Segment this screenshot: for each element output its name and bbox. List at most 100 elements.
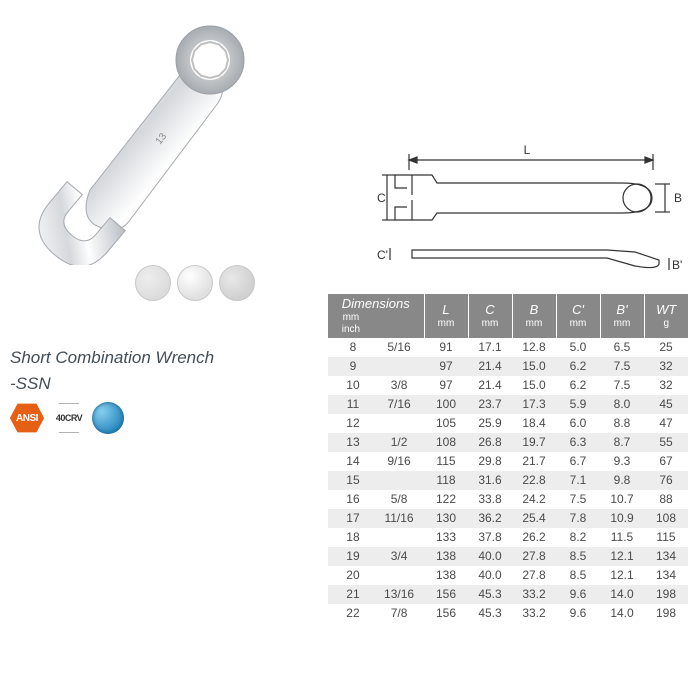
table-row: 1210525.918.46.08.847 <box>328 414 688 433</box>
table-row: 131/210826.819.76.38.755 <box>328 433 688 452</box>
table-row: 117/1610023.717.35.98.045 <box>328 395 688 414</box>
cell-L: 156 <box>424 604 468 623</box>
cell-inch: 3/8 <box>376 378 422 392</box>
table-row: 193/413840.027.88.512.1134 <box>328 547 688 566</box>
diagram-label-B: B <box>674 191 682 205</box>
cell-L: 108 <box>424 433 468 452</box>
th-Bp-unit: mm <box>601 318 644 330</box>
table-row: 1711/1613036.225.47.810.9108 <box>328 509 688 528</box>
cell-WT: 47 <box>644 414 688 433</box>
cell-Cp: 7.8 <box>556 509 600 528</box>
table-row: 1511831.622.87.19.876 <box>328 471 688 490</box>
cell-B: 27.8 <box>512 547 556 566</box>
cell-L: 122 <box>424 490 468 509</box>
cell-mm: 12 <box>330 416 376 430</box>
cell-Bp: 11.5 <box>600 528 644 547</box>
cell-B: 21.7 <box>512 452 556 471</box>
cell-C: 40.0 <box>468 566 512 585</box>
th-C: C <box>469 302 512 318</box>
cell-L: 138 <box>424 547 468 566</box>
cell-Bp: 14.0 <box>600 604 644 623</box>
cell-WT: 115 <box>644 528 688 547</box>
cell-mm: 8 <box>330 340 376 354</box>
th-dim-inch: inch <box>328 324 374 336</box>
cell-Cp: 8.2 <box>556 528 600 547</box>
cell-mm: 22 <box>330 606 376 620</box>
cell-inch: 7/16 <box>376 397 422 411</box>
cell-mm: 13 <box>330 435 376 449</box>
th-WT-unit: g <box>645 318 689 330</box>
cell-B: 25.4 <box>512 509 556 528</box>
th-Cp-unit: mm <box>557 318 600 330</box>
cell-C: 45.3 <box>468 585 512 604</box>
cell-inch: 7/8 <box>376 606 422 620</box>
table-row: 99721.415.06.27.532 <box>328 357 688 376</box>
cell-Cp: 6.2 <box>556 357 600 376</box>
cell-mm: 15 <box>330 473 376 487</box>
cell-B: 33.2 <box>512 585 556 604</box>
table-body: 85/169117.112.85.06.52599721.415.06.27.5… <box>328 338 688 623</box>
cell-B: 24.2 <box>512 490 556 509</box>
cell-L: 156 <box>424 585 468 604</box>
table-row: 2013840.027.88.512.1134 <box>328 566 688 585</box>
cell-Bp: 9.3 <box>600 452 644 471</box>
globe-badge-icon <box>92 402 124 434</box>
th-Cp: C' <box>557 302 600 318</box>
product-photo: 13 <box>20 5 280 265</box>
cell-Cp: 6.0 <box>556 414 600 433</box>
cell-C: 36.2 <box>468 509 512 528</box>
cell-C: 26.8 <box>468 433 512 452</box>
cell-Bp: 6.5 <box>600 338 644 357</box>
table-row: 227/815645.333.29.614.0198 <box>328 604 688 623</box>
cell-mm: 20 <box>330 568 376 582</box>
swatch-polish-icon <box>177 265 213 301</box>
cell-mm: 17 <box>330 511 376 525</box>
cell-Cp: 8.5 <box>556 566 600 585</box>
cell-inch: 11/16 <box>376 511 422 525</box>
cell-L: 130 <box>424 509 468 528</box>
cell-L: 97 <box>424 357 468 376</box>
th-WT: WT <box>645 302 689 318</box>
finish-swatches <box>135 265 255 301</box>
cell-Bp: 12.1 <box>600 566 644 585</box>
cell-inch: 1/2 <box>376 435 422 449</box>
cell-Bp: 10.9 <box>600 509 644 528</box>
cell-Cp: 8.5 <box>556 547 600 566</box>
cell-L: 115 <box>424 452 468 471</box>
table-row: 85/169117.112.85.06.525 <box>328 338 688 357</box>
cell-C: 17.1 <box>468 338 512 357</box>
cell-WT: 134 <box>644 547 688 566</box>
spec-table: Dimensions mminch Lmm Cmm Bmm C'mm B'mm … <box>328 294 688 623</box>
cell-mm: 21 <box>330 587 376 601</box>
cell-C: 37.8 <box>468 528 512 547</box>
cell-mm: 10 <box>330 378 376 392</box>
cell-B: 12.8 <box>512 338 556 357</box>
table-row: 103/89721.415.06.27.532 <box>328 376 688 395</box>
cell-Cp: 7.5 <box>556 490 600 509</box>
cell-Cp: 5.9 <box>556 395 600 414</box>
cell-WT: 67 <box>644 452 688 471</box>
dimension-diagram: L B C C' B' <box>377 140 682 285</box>
cell-L: 105 <box>424 414 468 433</box>
table-row: 2113/1615645.333.29.614.0198 <box>328 585 688 604</box>
cert-badges: ANSI 40CRV <box>8 402 124 434</box>
product-spec-page: 13 Short Combination Wrench -SSN ANSI 40… <box>0 0 700 682</box>
th-Bp: B' <box>601 302 644 318</box>
cell-L: 138 <box>424 566 468 585</box>
diagram-label-L: L <box>524 143 531 157</box>
product-title: Short Combination Wrench -SSN <box>10 345 270 398</box>
cell-WT: 32 <box>644 376 688 395</box>
cell-mm: 18 <box>330 530 376 544</box>
cell-Cp: 6.2 <box>556 376 600 395</box>
cell-WT: 88 <box>644 490 688 509</box>
cell-C: 40.0 <box>468 547 512 566</box>
cell-C: 21.4 <box>468 357 512 376</box>
table-row: 165/812233.824.27.510.788 <box>328 490 688 509</box>
cell-inch: 5/8 <box>376 492 422 506</box>
cell-Bp: 12.1 <box>600 547 644 566</box>
cell-C: 33.8 <box>468 490 512 509</box>
cell-WT: 25 <box>644 338 688 357</box>
cell-Bp: 7.5 <box>600 357 644 376</box>
cell-Bp: 8.0 <box>600 395 644 414</box>
cell-L: 97 <box>424 376 468 395</box>
